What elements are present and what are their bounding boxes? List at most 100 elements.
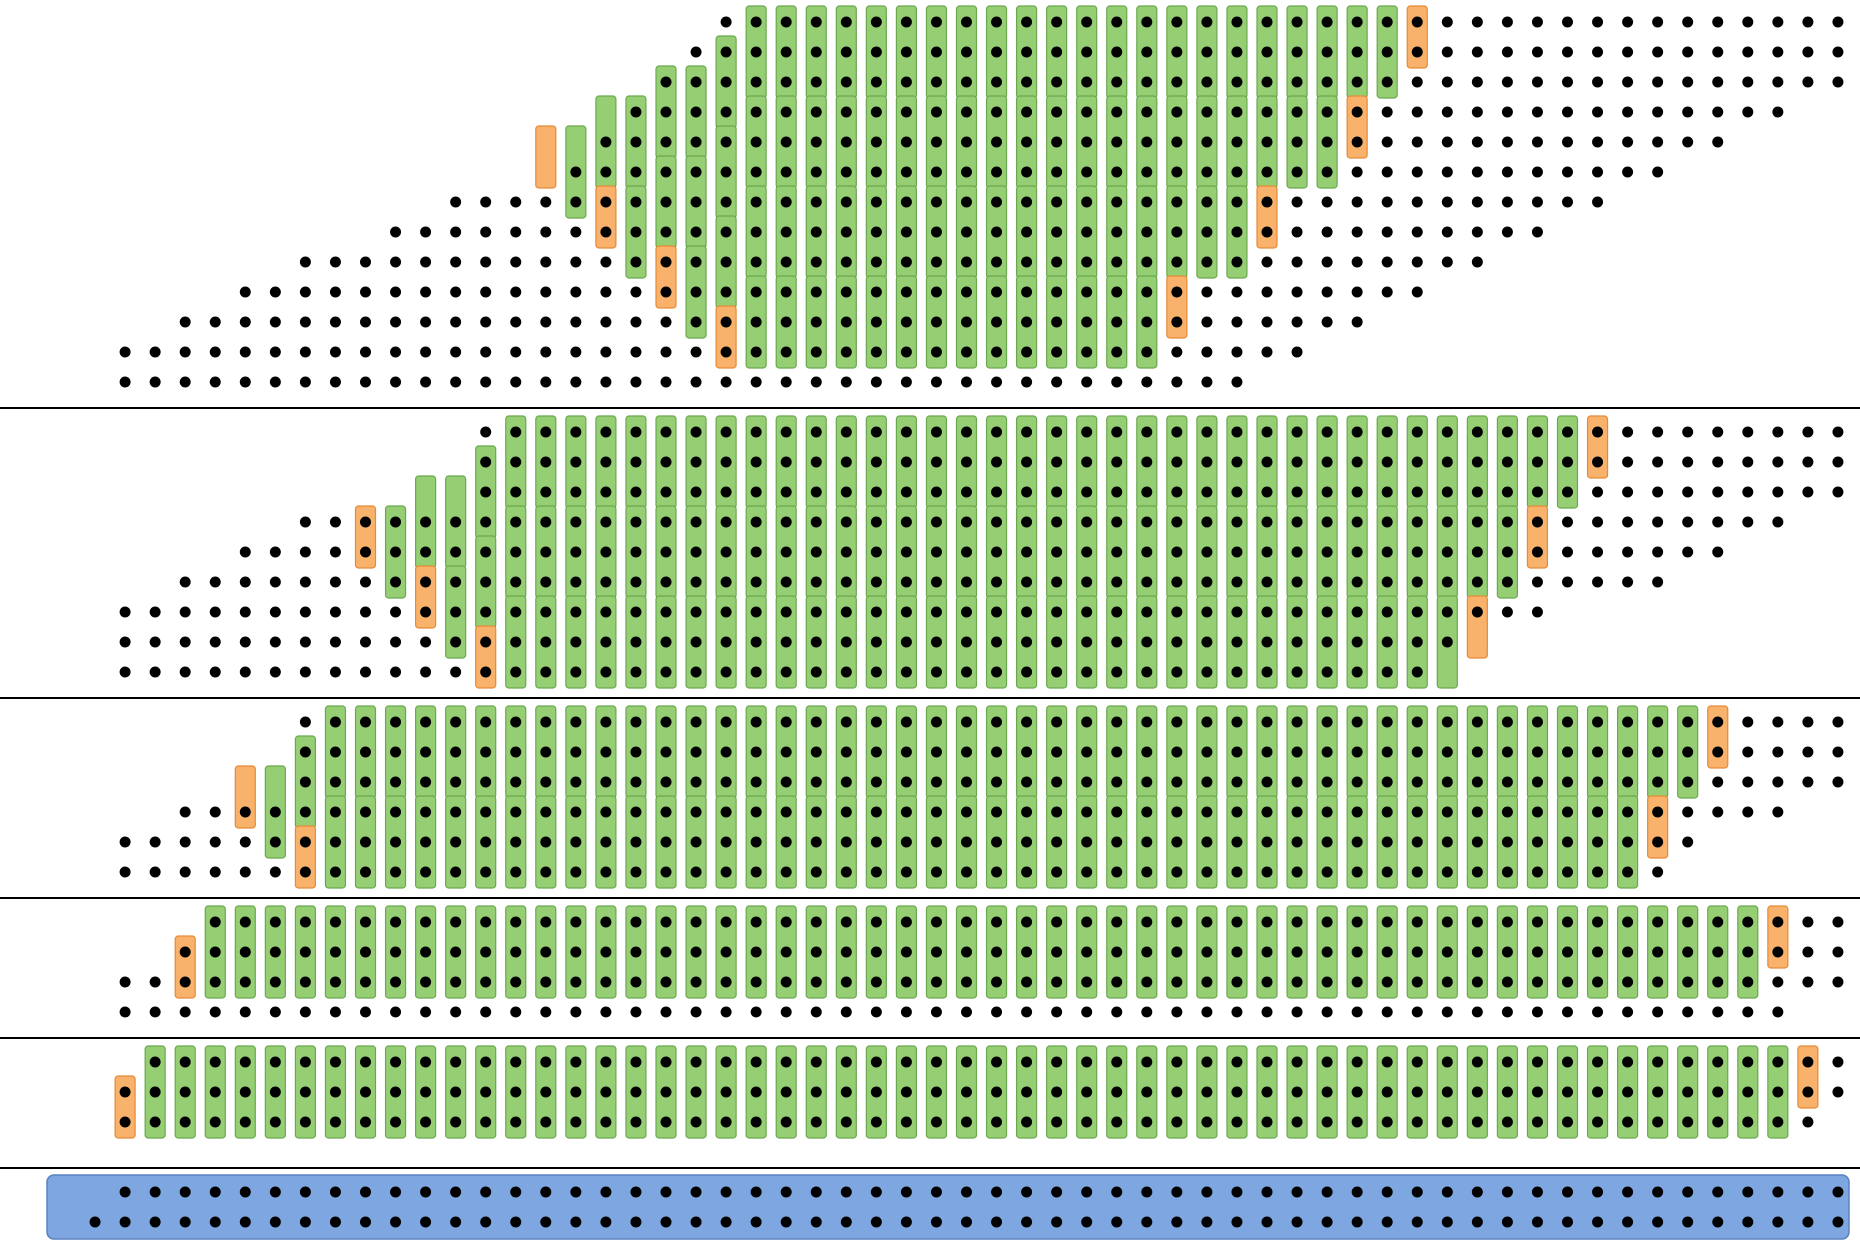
bit-dot [690, 1006, 702, 1018]
bit-dot [750, 1216, 762, 1228]
bit-dot [1231, 916, 1243, 928]
bit-dot [540, 486, 552, 498]
bit-dot [360, 776, 371, 788]
bit-dot [1471, 196, 1483, 208]
bit-dot [1742, 46, 1754, 58]
bit-dot [329, 716, 341, 728]
bit-dot [1652, 516, 1664, 528]
bit-dot [630, 106, 642, 118]
bit-dot [390, 1116, 402, 1128]
bit-dot [600, 346, 612, 358]
bit-dot [1201, 1056, 1213, 1068]
bit-dot [1592, 196, 1604, 208]
bit-dot [1081, 196, 1093, 208]
bit-dot [119, 606, 131, 618]
bit-dot [510, 1006, 522, 1018]
bit-dot [1021, 1186, 1033, 1198]
bit-dot [179, 606, 191, 618]
bit-dot [510, 316, 522, 328]
bit-dot [630, 426, 642, 438]
bit-dot [750, 606, 762, 618]
bit-dot [660, 166, 672, 178]
bit-dot [1351, 1116, 1363, 1128]
bit-dot [1231, 1116, 1243, 1128]
bit-dot [299, 1186, 311, 1198]
bit-dot [1051, 1216, 1063, 1228]
bit-dot [209, 1086, 221, 1098]
bit-dot [269, 666, 281, 678]
bit-dot [1381, 486, 1393, 498]
bit-dot [930, 136, 942, 148]
bit-dot [900, 916, 912, 928]
bit-dot [1742, 976, 1754, 988]
bit-dot [840, 16, 852, 28]
bit-dot [600, 806, 612, 818]
bit-dot [1171, 286, 1183, 298]
bit-dot [1562, 946, 1573, 958]
bit-dot [900, 76, 912, 88]
bit-dot [1562, 546, 1573, 558]
bit-dot [360, 1216, 371, 1228]
bit-dot [1682, 46, 1694, 58]
bit-dot [1231, 546, 1243, 558]
bit-dot [1712, 746, 1724, 758]
bit-dot [390, 716, 402, 728]
bit-dot [360, 1086, 371, 1098]
bit-dot [1351, 1006, 1363, 1018]
bit-dot [1141, 806, 1153, 818]
bit-dot [480, 546, 492, 558]
bit-dot [900, 776, 912, 788]
bit-dot [299, 836, 311, 848]
bit-dot [329, 1006, 341, 1018]
bit-dot [870, 106, 882, 118]
bit-dot [1562, 806, 1573, 818]
bit-dot [390, 516, 402, 528]
bit-dot [1471, 916, 1483, 928]
bit-dot [780, 1216, 792, 1228]
bit-dot [1622, 516, 1634, 528]
bit-dot [900, 226, 912, 238]
bit-dot [269, 946, 281, 958]
bit-dot [329, 606, 341, 618]
bit-dot [1471, 976, 1483, 988]
bit-dot [1051, 106, 1063, 118]
bit-dot [1742, 806, 1754, 818]
bit-dot [1351, 976, 1363, 988]
bit-dot [360, 636, 371, 648]
bit-dot [360, 1116, 371, 1128]
bit-dot [690, 716, 702, 728]
bit-dot [179, 636, 191, 648]
bit-dot [1111, 16, 1123, 28]
bit-dot [1141, 746, 1153, 758]
bit-dot [1531, 456, 1543, 468]
bit-dot [870, 716, 882, 728]
bit-dot [1562, 916, 1573, 928]
bit-dot [1051, 666, 1063, 678]
bit-dot [510, 456, 522, 468]
bit-dot [450, 836, 462, 848]
bit-dot [1562, 1186, 1573, 1198]
bit-dot [1501, 576, 1513, 588]
bit-dot [239, 916, 251, 928]
bit-dot [1652, 776, 1664, 788]
bit-dot [630, 166, 642, 178]
bit-dot [1411, 516, 1423, 528]
bit-dot [991, 976, 1003, 988]
bit-dot [269, 976, 281, 988]
bit-dot [1592, 16, 1604, 28]
bit-dot [840, 456, 852, 468]
bit-dot [1622, 46, 1634, 58]
bit-dot [1171, 636, 1183, 648]
bit-dot [510, 576, 522, 588]
bit-dot [1291, 946, 1303, 958]
bit-dot [1171, 666, 1183, 678]
bit-dot [870, 546, 882, 558]
bit-dot [930, 376, 942, 388]
bit-dot [329, 866, 341, 878]
bit-dot [1321, 106, 1333, 118]
bit-dot [1141, 166, 1153, 178]
bit-dot [1622, 1086, 1634, 1098]
bit-dot [510, 426, 522, 438]
bit-dot [810, 1006, 822, 1018]
bit-dot [1802, 1116, 1814, 1128]
